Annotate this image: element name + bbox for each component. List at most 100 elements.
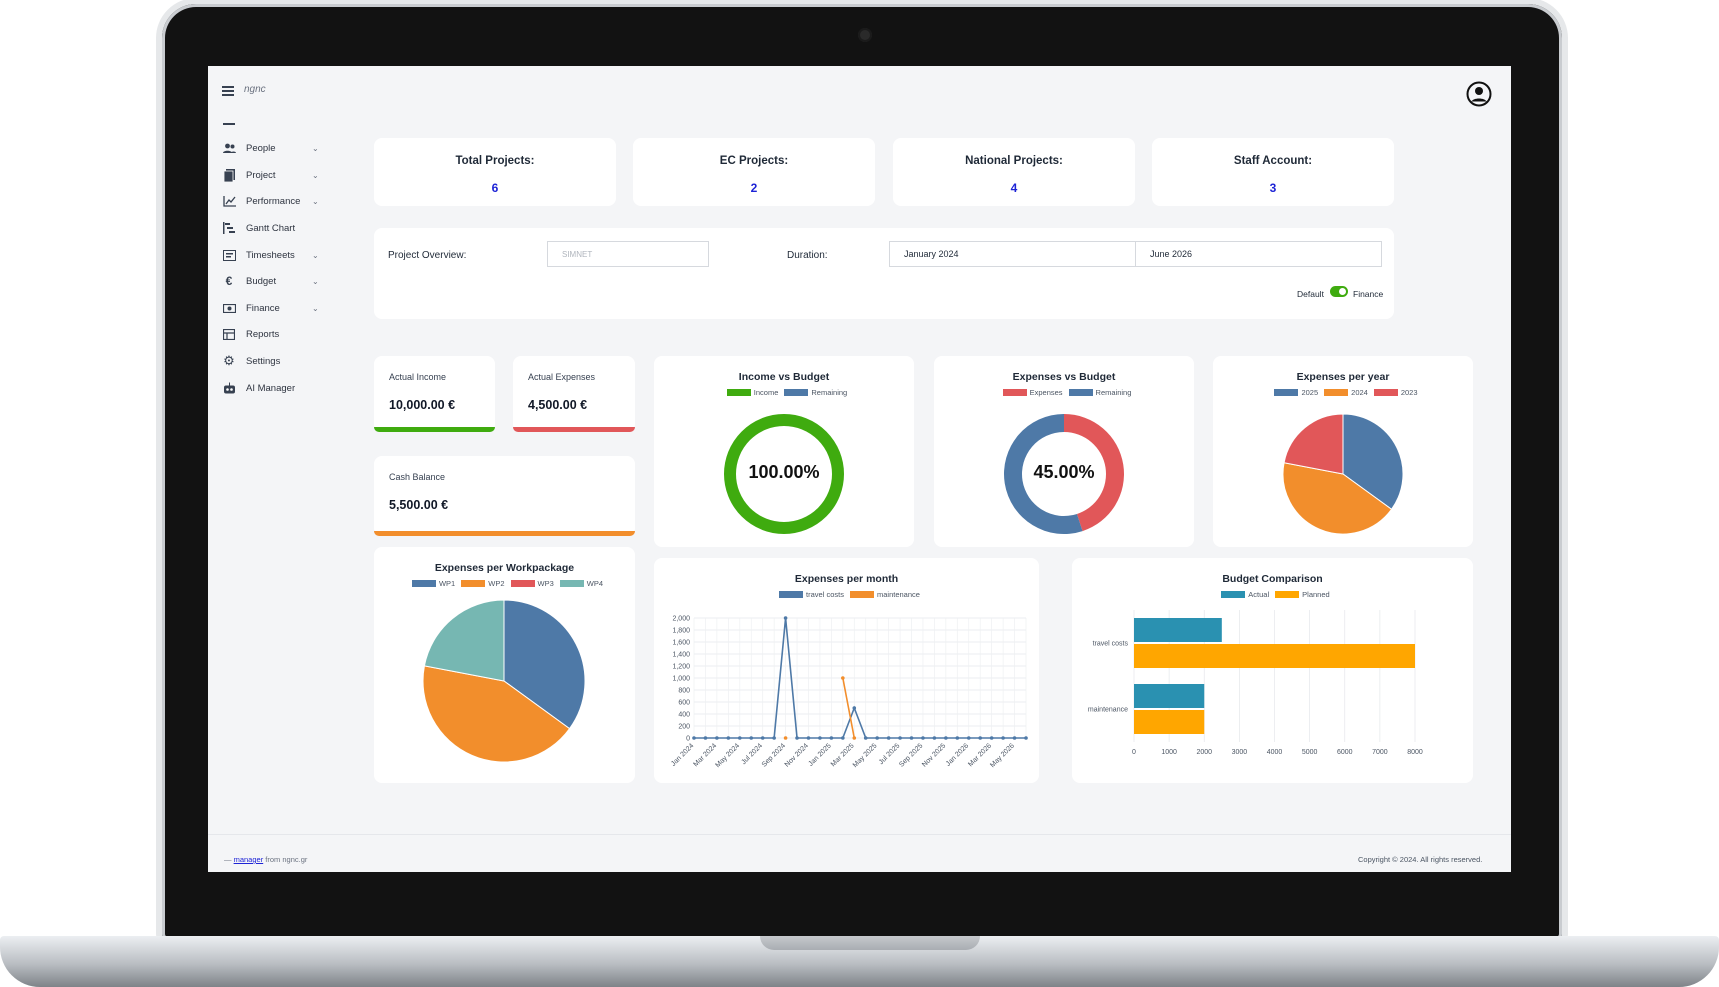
pie-slice-wp4[interactable]	[423, 599, 505, 682]
data-point[interactable]	[783, 736, 788, 740]
sidebar-item-label: Performance	[246, 195, 301, 207]
pie-slice-2023[interactable]	[1283, 413, 1344, 475]
data-point[interactable]	[955, 736, 960, 740]
y-tick-label: 1,000	[672, 676, 690, 683]
pie-slice-wp2[interactable]	[422, 665, 571, 763]
data-point[interactable]	[909, 736, 914, 740]
webcam	[858, 28, 872, 42]
data-point[interactable]	[978, 736, 983, 740]
expenses-per-year-pie	[1282, 413, 1404, 535]
legend-swatch	[1373, 389, 1398, 396]
sidebar-item-reports[interactable]: Reports	[222, 324, 279, 344]
series-line-travel-costs	[694, 617, 1026, 739]
y-tick-label: 800	[678, 688, 690, 695]
stat-title: EC Projects:	[719, 155, 789, 167]
app-logo[interactable]: ngnc	[244, 84, 266, 95]
data-point[interactable]	[863, 736, 868, 740]
data-point[interactable]	[852, 706, 857, 710]
sidebar-item-timesheets[interactable]: Timesheets ⌄	[222, 245, 319, 265]
pie-slice-2024[interactable]	[1282, 462, 1393, 535]
data-point[interactable]	[1024, 736, 1028, 740]
data-point[interactable]	[783, 616, 788, 620]
duration-end-value: June 2026	[1150, 249, 1193, 259]
bar-planned-travel-costs[interactable]	[1134, 644, 1415, 668]
bar-actual-maintenance[interactable]	[1134, 684, 1205, 708]
data-point[interactable]	[841, 736, 845, 740]
footer-suffix: from ngnc.gr	[265, 855, 308, 864]
hamburger-icon[interactable]	[222, 86, 234, 96]
sidebar-item-performance[interactable]: Performance ⌄	[222, 191, 319, 211]
pie-slice-remaining[interactable]	[1004, 414, 1083, 534]
data-point[interactable]	[944, 736, 948, 740]
pie-slice-income[interactable]	[724, 414, 844, 534]
data-point[interactable]	[921, 736, 925, 740]
data-point[interactable]	[715, 736, 719, 740]
data-point[interactable]	[818, 736, 822, 740]
chevron-down-icon[interactable]: ⌄	[312, 250, 319, 260]
pie-slice-expenses[interactable]	[1064, 414, 1124, 532]
data-point[interactable]	[841, 676, 845, 680]
data-point[interactable]	[875, 736, 879, 740]
sidebar-item-project[interactable]: Project ⌄	[222, 165, 319, 185]
data-point[interactable]	[1012, 736, 1017, 740]
data-point[interactable]	[726, 736, 731, 740]
data-point[interactable]	[737, 736, 742, 740]
data-point[interactable]	[760, 736, 765, 740]
app-screen: ngnc People ⌄ Project ⌄ Performance ⌄ Ga…	[208, 66, 1511, 872]
footer-link[interactable]: manager	[233, 855, 264, 864]
data-point[interactable]	[806, 736, 811, 740]
data-point[interactable]	[749, 736, 754, 740]
chevron-down-icon[interactable]: ⌄	[312, 196, 319, 206]
pie-slice-2025[interactable]	[1342, 413, 1404, 510]
user-avatar-icon[interactable]	[1466, 81, 1492, 112]
stat-title: Total Projects:	[455, 155, 535, 167]
x-tick-label: 3000	[1232, 749, 1248, 756]
sidebar-item-label: People	[246, 142, 276, 154]
data-point[interactable]	[852, 736, 857, 740]
data-point[interactable]	[932, 736, 937, 740]
bar-planned-maintenance[interactable]	[1134, 710, 1205, 734]
duration-start-field[interactable]: January 2024	[889, 241, 1136, 267]
data-point[interactable]	[829, 736, 834, 740]
x-tick-label: 7000	[1372, 749, 1388, 756]
data-point[interactable]	[772, 736, 776, 740]
pie-slice-wp1[interactable]	[503, 599, 586, 730]
chart-legend: 2025 2024 2023	[1213, 388, 1473, 397]
stat-value: 2	[750, 181, 758, 195]
data-point[interactable]	[795, 736, 799, 740]
chevron-down-icon[interactable]: ⌄	[312, 143, 319, 153]
sidebar-item-budget[interactable]: € Budget ⌄	[222, 271, 319, 291]
sidebar-item-finance[interactable]: Finance ⌄	[222, 298, 319, 318]
data-point[interactable]	[1001, 736, 1005, 740]
income-vs-budget-card: Income vs Budget Income Remaining 100.00…	[654, 356, 914, 547]
data-point[interactable]	[989, 736, 994, 740]
data-point[interactable]	[886, 736, 891, 740]
y-tick-label: 600	[678, 700, 690, 707]
sidebar-item-ai-manager[interactable]: AI Manager	[222, 378, 295, 398]
legend-label: WP2	[488, 579, 505, 588]
duration-end-field[interactable]: June 2026	[1135, 241, 1382, 267]
chart-legend: travel costs maintenance	[654, 590, 1039, 599]
data-point[interactable]	[692, 736, 696, 740]
chevron-down-icon[interactable]: ⌄	[312, 303, 319, 313]
chevron-down-icon[interactable]: ⌄	[312, 170, 319, 180]
finance-toggle[interactable]	[1330, 286, 1348, 297]
data-point[interactable]	[898, 736, 902, 740]
sidebar-item-gantt-chart[interactable]: Gantt Chart	[222, 218, 295, 238]
expenses-per-year-card: Expenses per year 2025 2024 2023	[1213, 356, 1473, 547]
stat-card-total-projects: Total Projects: 6	[374, 138, 616, 206]
chevron-down-icon[interactable]: ⌄	[312, 276, 319, 286]
x-tick-label: 4000	[1267, 749, 1283, 756]
sidebar-item-people[interactable]: People ⌄	[222, 138, 319, 158]
data-point[interactable]	[966, 736, 971, 740]
data-point[interactable]	[703, 736, 708, 740]
x-tick-label: 5000	[1302, 749, 1318, 756]
sidebar-item-label: Budget	[246, 275, 277, 287]
legend-label: 2024	[1351, 388, 1368, 397]
x-tick-label: 2000	[1196, 749, 1212, 756]
series-line-maintenance	[842, 677, 856, 739]
sidebar-item-settings[interactable]: ⚙ Settings	[222, 351, 280, 371]
project-select[interactable]: SIMNET	[547, 241, 709, 267]
legend-swatch	[779, 591, 804, 598]
bar-actual-travel-costs[interactable]	[1134, 618, 1222, 642]
